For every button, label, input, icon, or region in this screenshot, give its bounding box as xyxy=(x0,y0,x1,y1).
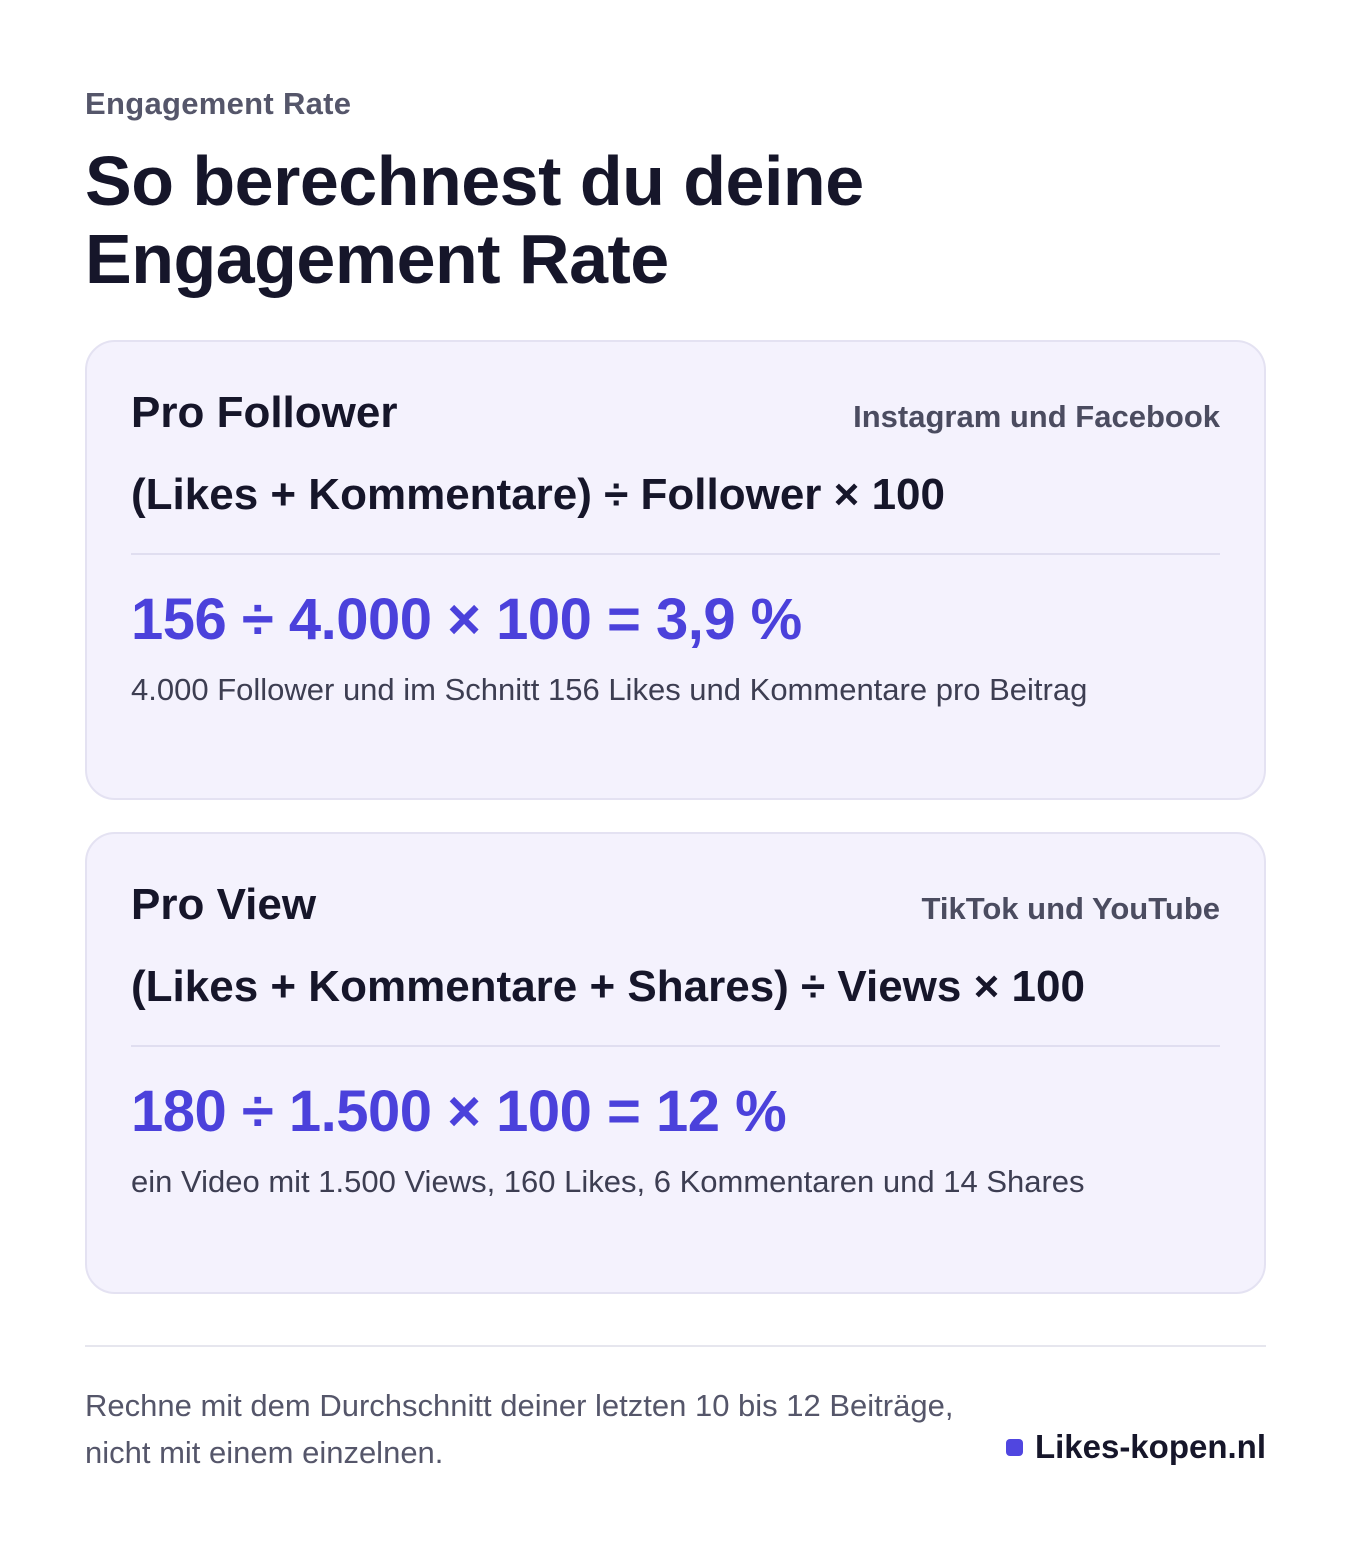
footer-divider xyxy=(85,1345,1266,1347)
card-title: Pro Follower xyxy=(131,388,398,437)
card-divider xyxy=(131,1045,1220,1047)
page-title: So berechnest du deine Engagement Rate xyxy=(85,142,864,298)
eyebrow-label: Engagement Rate xyxy=(85,86,352,121)
infographic: Engagement Rate So berechnest du deine E… xyxy=(85,0,1266,1544)
card-title: Pro View xyxy=(131,880,317,929)
footer-note: Rechne mit dem Durchschnitt deiner letzt… xyxy=(85,1388,954,1470)
example-note: 4.000 Follower und im Schnitt 156 Likes … xyxy=(131,672,1088,707)
card-per-follower: Pro Follower Instagram und Facebook (Lik… xyxy=(85,340,1266,800)
card-platforms: Instagram und Facebook xyxy=(853,399,1220,434)
card-per-view: Pro View TikTok und YouTube (Likes + Kom… xyxy=(85,832,1266,1294)
example-note: ein Video mit 1.500 Views, 160 Likes, 6 … xyxy=(131,1164,1085,1199)
card-divider xyxy=(131,553,1220,555)
card-platforms: TikTok und YouTube xyxy=(921,891,1220,926)
brand-name: Likes-kopen.nl xyxy=(1034,1428,1266,1465)
formula: (Likes + Kommentare) ÷ Follower × 100 xyxy=(131,470,945,519)
formula: (Likes + Kommentare + Shares) ÷ Views × … xyxy=(131,962,1085,1011)
example-calculation: 180 ÷ 1.500 × 100 = 12 % xyxy=(131,1079,787,1144)
brand: Likes-kopen.nl xyxy=(1005,1428,1266,1466)
example-calculation: 156 ÷ 4.000 × 100 = 3,9 % xyxy=(131,587,802,652)
brand-square-icon xyxy=(1005,1438,1023,1456)
